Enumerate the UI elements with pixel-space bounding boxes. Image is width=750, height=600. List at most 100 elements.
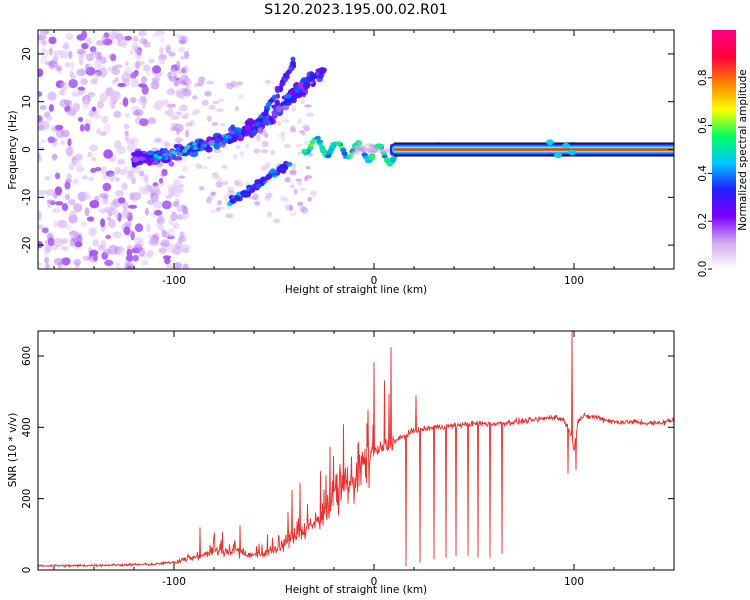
noise-blob (115, 177, 120, 182)
noise-blob (244, 143, 250, 149)
noise-blob (138, 30, 147, 37)
noise-blob (117, 82, 126, 88)
noise-blob (108, 97, 114, 106)
noise-blob (38, 262, 42, 268)
branch-blob (259, 177, 266, 183)
noise-blob (159, 36, 165, 43)
noise-blob (93, 254, 98, 262)
noise-blob (305, 165, 311, 170)
noise-blob (310, 191, 317, 198)
y-tick-label: -10 (21, 189, 33, 206)
noise-blob (76, 68, 87, 77)
colorbar: 0.0 0.2 0.4 0.6 0.8 Normalized spectral ampl… (697, 30, 749, 277)
noise-blob (66, 109, 76, 116)
noise-blob (174, 136, 184, 144)
converge-blob (316, 139, 323, 144)
noise-blob (180, 244, 189, 253)
converge-blob (309, 140, 316, 144)
noise-blob (107, 31, 118, 38)
halo-blob (367, 150, 377, 154)
noise-blob (182, 263, 189, 269)
noise-blob (74, 241, 83, 248)
branch-blob (284, 74, 290, 80)
noise-blob (129, 97, 137, 103)
noise-blob (290, 212, 297, 217)
noise-blob (78, 55, 84, 66)
noise-blob (171, 184, 179, 193)
snr-frame (37, 330, 675, 571)
noise-blob (38, 189, 47, 196)
noise-blob (165, 194, 173, 199)
noise-blob (69, 210, 77, 221)
branch-blob (185, 145, 190, 150)
noise-blob (132, 35, 139, 42)
converge-blob (376, 144, 383, 149)
colorbar-tick-label: 0.6 (697, 117, 709, 134)
noise-blob (182, 65, 189, 74)
noise-blob (102, 182, 112, 192)
noise-blob (152, 65, 162, 74)
noise-blob (60, 81, 68, 92)
noise-blob (40, 57, 48, 64)
branch-blob (198, 147, 204, 151)
noise-blob (38, 115, 44, 124)
noise-blob (48, 60, 58, 69)
noise-blob (173, 81, 180, 87)
colorbar-gradient (712, 30, 736, 269)
noise-blob (260, 149, 269, 154)
noise-blob (82, 99, 90, 110)
noise-blob (254, 201, 261, 206)
branch-blob (255, 183, 262, 189)
noise-blob (126, 143, 137, 153)
noise-blob (119, 38, 128, 49)
noise-blob (211, 191, 217, 196)
noise-blob (270, 149, 275, 156)
noise-blob (233, 179, 240, 186)
x-tick-label: 100 (564, 576, 584, 588)
halo-blob (368, 144, 377, 148)
noise-blob (38, 146, 46, 152)
noise-blob (201, 99, 210, 106)
branch-blob (192, 142, 198, 146)
spectrogram-y-label: Frequency (Hz) (7, 110, 19, 189)
noise-blob (170, 211, 178, 222)
noise-blob (166, 103, 177, 108)
noise-blob (84, 123, 91, 132)
noise-blob (304, 104, 312, 108)
noise-blob (133, 61, 141, 69)
converge-blob (363, 155, 370, 160)
noise-blob (40, 138, 45, 144)
noise-blob (138, 83, 147, 88)
branch-blob (255, 121, 261, 127)
y-tick-label: 20 (21, 47, 33, 60)
noise-blob (110, 53, 117, 62)
converge-blob (340, 148, 347, 153)
noise-blob (177, 237, 183, 244)
noise-blob (95, 40, 105, 46)
noise-blob (134, 49, 143, 60)
noise-blob (144, 207, 150, 217)
halo-blob (367, 148, 378, 152)
noise-blob (91, 156, 97, 162)
noise-blob (297, 201, 304, 206)
noise-blob (296, 181, 303, 186)
band-blip (562, 142, 570, 149)
noise-blob (94, 167, 102, 172)
noise-blob (75, 165, 85, 173)
noise-blob (175, 127, 181, 136)
noise-blob (139, 118, 149, 127)
noise-blob (177, 107, 184, 111)
noise-blob (170, 123, 179, 127)
converge-blob (330, 142, 337, 147)
branch-blob (146, 150, 155, 156)
noise-blob (173, 179, 181, 185)
branch-blob (178, 153, 183, 157)
noise-blob (96, 128, 101, 135)
noise-blob (289, 204, 294, 212)
noise-blob (295, 178, 302, 182)
figure-title: S120.2023.195.00.02.R01 (264, 2, 447, 18)
noise-blob (122, 97, 129, 107)
noise-blob (80, 221, 88, 227)
noise-blob (129, 49, 134, 56)
noise-blob (100, 218, 106, 228)
